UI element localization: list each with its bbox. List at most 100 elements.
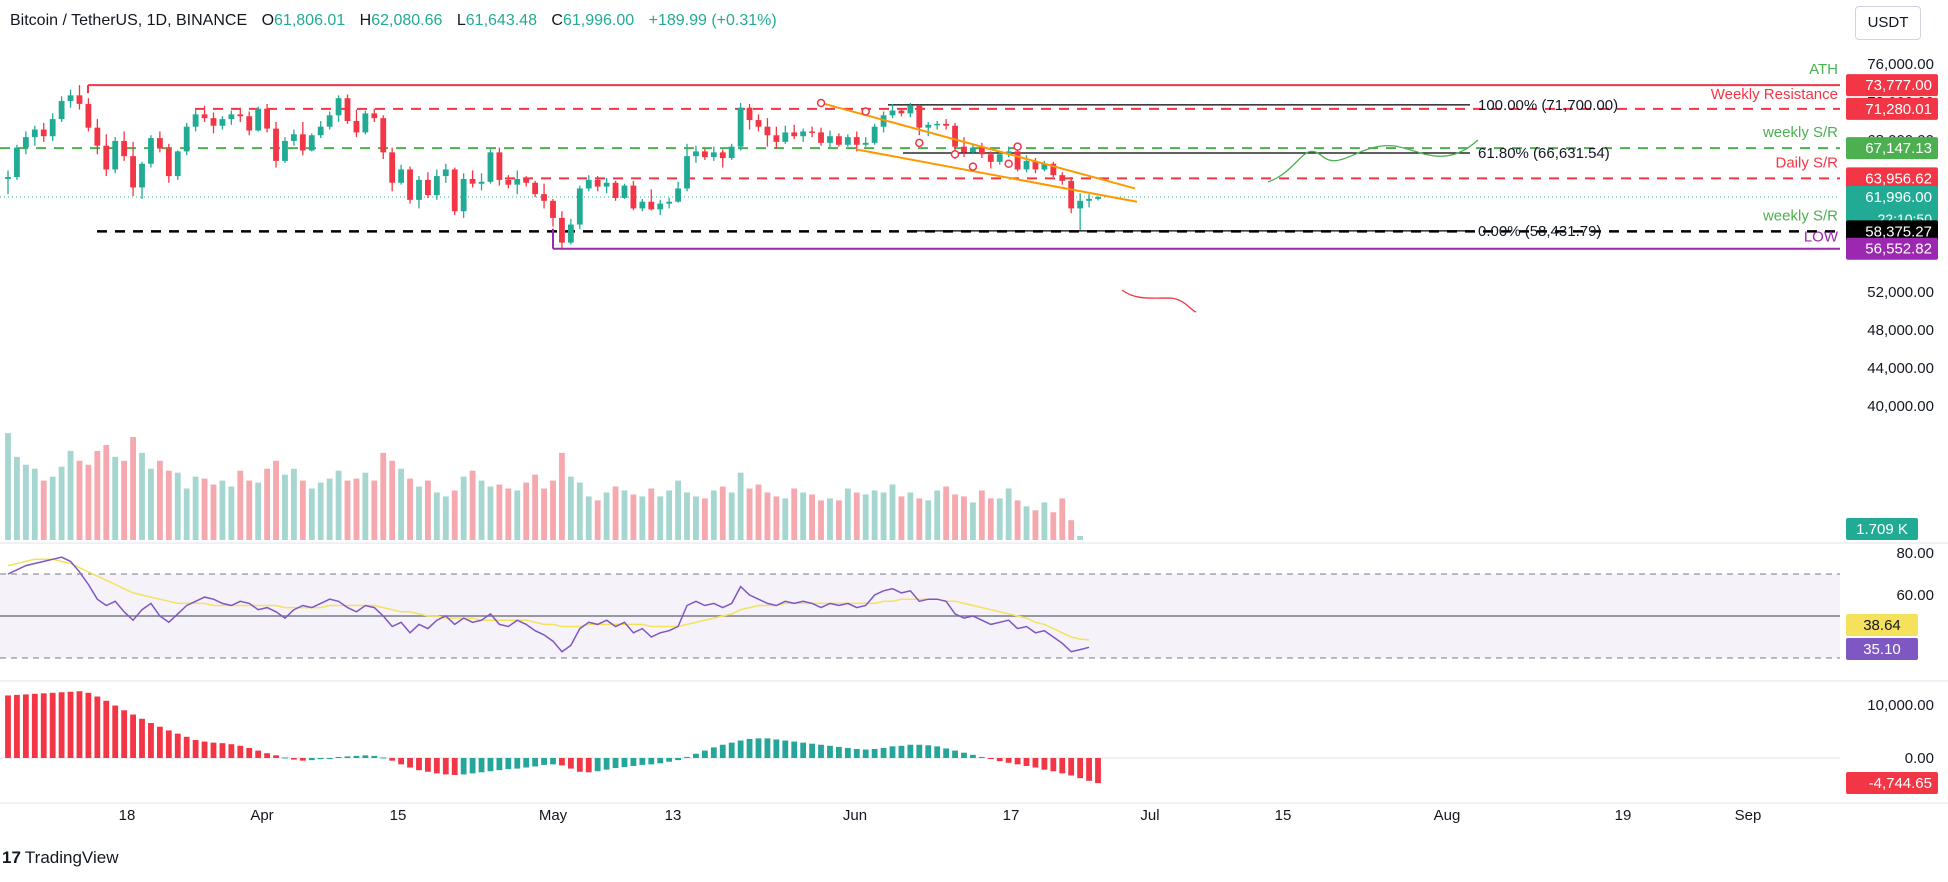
candle-body [451, 169, 458, 212]
candle-body [576, 188, 583, 225]
candle-body [407, 169, 413, 200]
candle-body [666, 201, 673, 204]
candle-body [58, 101, 65, 120]
candle-body [478, 181, 485, 184]
candle-body [139, 163, 145, 188]
macd-bar [94, 696, 101, 758]
candle-body [532, 182, 539, 195]
macd-bar [487, 758, 494, 772]
volume-bar [559, 452, 565, 540]
volume-bar [246, 480, 253, 540]
volume-bar [40, 480, 47, 540]
candle-body [1077, 200, 1084, 209]
macd-bar [612, 758, 619, 769]
candle-body [1014, 151, 1021, 170]
volume-bar [934, 490, 941, 540]
candle-body [67, 95, 74, 102]
macd-bar [451, 758, 458, 775]
candle-body [970, 147, 976, 153]
macd-bar [31, 693, 38, 758]
macd-bar [228, 744, 235, 758]
macd-bar [710, 747, 717, 758]
macd-bar [541, 758, 547, 765]
volume-bar [326, 478, 333, 540]
macd-bar [308, 758, 315, 761]
candle-body [1032, 160, 1039, 170]
volume-bar [273, 460, 279, 540]
candle-body [1095, 197, 1101, 199]
candle-body [630, 185, 637, 209]
volume-bar [380, 452, 387, 540]
rsi-badge-label: 35.10 [1863, 641, 1901, 658]
macd-bar [871, 748, 878, 758]
volume-bar [1014, 500, 1021, 540]
macd-bar [532, 758, 539, 767]
candle-body [353, 121, 360, 133]
macd-bar [934, 746, 941, 758]
macd-bar [148, 723, 154, 758]
rsi-ma-line [7, 558, 1090, 641]
candle-body [862, 142, 869, 145]
volume-bar [693, 496, 699, 540]
volume-bar [308, 488, 315, 540]
candle-body [701, 151, 708, 158]
price-badge [1846, 74, 1938, 97]
macd-bar [76, 691, 83, 758]
symbol-title[interactable]: Bitcoin / TetherUS, 1D, BINANCE [10, 12, 248, 29]
price-tick-label: 52,000.00 [1867, 284, 1934, 301]
candle-body [746, 107, 753, 121]
price-badge-label: 71,280.01 [1865, 101, 1932, 118]
volume-bar [594, 500, 601, 540]
price-badge [1846, 137, 1938, 160]
macd-bar [353, 755, 360, 758]
candle-body [1005, 151, 1012, 155]
macd-bar [844, 747, 851, 758]
volume-bar [800, 492, 807, 540]
volume-bar [818, 500, 824, 540]
volume-bar [791, 488, 798, 540]
candle-body [898, 110, 905, 114]
candle-body [844, 137, 851, 145]
tradingview-brand[interactable]: 17 TradingView [2, 848, 118, 868]
volume-bar [541, 488, 547, 540]
weekly-sr-label: weekly S/R [1762, 124, 1838, 141]
macd-bar [514, 758, 521, 769]
candle-body [174, 151, 181, 177]
weekly-support-label: weekly S/R [1762, 207, 1838, 224]
macd-bar [970, 754, 976, 758]
volume-bar [827, 498, 833, 540]
macd-bar [139, 718, 145, 758]
macd-bar [576, 758, 583, 772]
rsi-tick-label: 80.00 [1896, 545, 1934, 562]
volume-bar [1023, 506, 1030, 540]
candle-body [156, 138, 163, 149]
price-badge-label: 73,777.00 [1865, 77, 1932, 94]
candle-body [282, 140, 288, 161]
macd-bar [648, 758, 655, 765]
volume-bar [478, 480, 485, 540]
macd-bar [326, 758, 333, 759]
candle-body [469, 178, 476, 184]
candle-body [639, 201, 646, 209]
volume-bar [916, 498, 923, 540]
channel-touch-marker [1013, 142, 1022, 151]
candle-body [818, 132, 824, 143]
currency-button[interactable]: USDT [1855, 6, 1921, 40]
macd-bar [505, 758, 512, 770]
macd-bar [407, 758, 413, 768]
volume-bar [719, 486, 726, 540]
volume-bar [925, 500, 932, 540]
date-tick-label: 15 [1275, 807, 1292, 824]
candle-body [85, 103, 92, 128]
candle-body [112, 140, 119, 170]
macd-bar [192, 739, 199, 758]
candle-body [273, 128, 279, 161]
volume-bar [460, 476, 467, 540]
macd-bar [585, 758, 592, 773]
macd-bar [1095, 758, 1101, 784]
volume-bar [469, 470, 476, 540]
volume-bar [433, 492, 440, 540]
close-label: C [551, 12, 563, 29]
candle-body [916, 105, 923, 128]
